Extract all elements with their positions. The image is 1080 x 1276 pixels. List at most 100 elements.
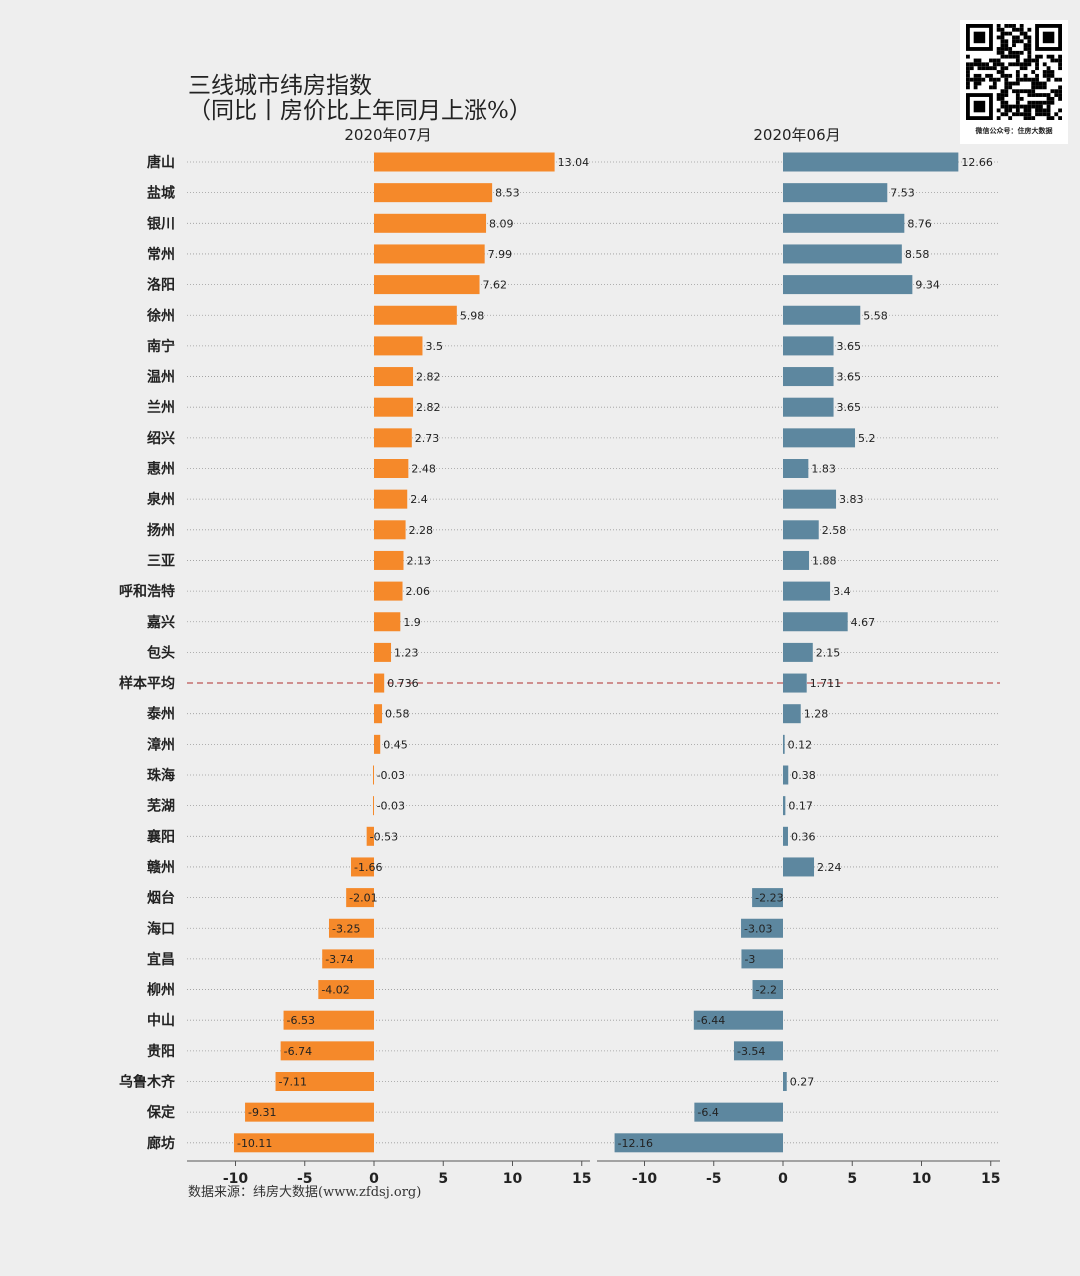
bar-2020-06: [783, 734, 785, 754]
bar-2020-06: [783, 367, 834, 387]
data-label-2020-06: -3: [744, 953, 755, 966]
data-label-2020-07: -3.74: [325, 953, 353, 966]
data-label-2020-06: 3.65: [837, 401, 862, 414]
data-label-2020-06: 7.53: [890, 187, 915, 200]
x-tick-label-2020-06: 15: [981, 1171, 1000, 1187]
category-label: 常州: [147, 246, 175, 263]
qr-code: 微信公众号：住房大数据: [960, 20, 1068, 144]
category-label: 银川: [147, 215, 175, 232]
bar-2020-06: [783, 305, 861, 325]
data-label-2020-07: -6.53: [287, 1014, 315, 1027]
data-label-2020-06: 3.83: [839, 493, 864, 506]
x-tick-label-2020-06: -10: [632, 1171, 658, 1187]
chart-title-line1: 三线城市纬房指数: [188, 73, 372, 99]
category-label: 廊坊: [147, 1135, 175, 1152]
data-label-2020-06: 3.65: [837, 371, 862, 384]
bar-2020-07: [374, 305, 457, 325]
category-label: 芜湖: [147, 798, 175, 815]
data-label-2020-06: 2.58: [822, 524, 847, 537]
category-label: 嘉兴: [146, 614, 175, 631]
bar-2020-07: [366, 826, 374, 846]
category-label: 贵阳: [147, 1043, 175, 1060]
data-label-2020-06: 8.76: [907, 217, 932, 230]
x-tick-label-2020-06: 10: [912, 1171, 932, 1187]
data-label-2020-06: 3.4: [833, 585, 851, 598]
data-label-2020-07: 8.53: [495, 187, 520, 200]
bar-2020-07: [328, 918, 374, 938]
data-label-2020-06: 5.58: [863, 309, 888, 322]
bar-2020-06: [783, 1072, 787, 1091]
data-label-2020-07: -4.02: [321, 984, 349, 997]
bar-2020-07: [374, 459, 409, 478]
bar-2020-07: [374, 213, 487, 233]
data-label-2020-07: -2.01: [349, 892, 377, 905]
bar-2020-06: [783, 765, 789, 785]
bar-2020-06: [783, 152, 959, 172]
data-label-2020-07: 8.09: [489, 217, 514, 230]
data-label-2020-06: -6.4: [697, 1106, 718, 1119]
data-label-2020-07: -0.53: [370, 830, 398, 843]
data-label-2020-06: -3.54: [737, 1045, 765, 1058]
qr-code-icon: [966, 24, 1062, 120]
data-label-2020-06: 0.27: [790, 1076, 815, 1089]
bar-2020-06: [783, 673, 807, 693]
data-label-2020-07: -9.31: [248, 1106, 276, 1119]
category-label: 盐城: [147, 185, 175, 202]
qr-caption: 微信公众号：住房大数据: [975, 127, 1053, 135]
category-label: 样本平均: [119, 675, 175, 692]
bar-2020-07: [374, 489, 408, 509]
bar-2020-06: [783, 397, 834, 417]
bar-2020-06: [783, 520, 819, 540]
bar-2020-07: [280, 1041, 374, 1061]
data-label-2020-07: 2.13: [407, 554, 432, 567]
bar-2020-07: [351, 857, 374, 877]
data-label-2020-07: 13.04: [558, 156, 590, 169]
bar-2020-06: [741, 949, 783, 969]
data-label-2020-07: 5.98: [460, 309, 485, 322]
bar-2020-06: [783, 550, 810, 570]
x-tick-label-2020-07: 0: [369, 1171, 379, 1187]
bar-2020-06: [783, 489, 837, 509]
bar-2020-07: [322, 949, 374, 969]
x-tick-label-2020-07: 5: [438, 1171, 448, 1187]
category-label: 包头: [147, 644, 175, 661]
data-label-2020-07: 7.62: [483, 279, 508, 292]
category-label: 徐州: [146, 307, 175, 324]
data-label-2020-06: 1.711: [810, 677, 842, 690]
category-label: 海口: [147, 920, 175, 937]
data-label-2020-06: 0.12: [788, 738, 813, 751]
data-label-2020-06: 1.28: [804, 708, 829, 721]
bar-2020-06: [614, 1133, 783, 1153]
category-label: 烟台: [147, 890, 175, 907]
category-label: 温州: [147, 370, 175, 386]
data-source: 数据来源：纬房大数据(www.zfdsj.org): [188, 1184, 421, 1200]
category-label: 保定: [146, 1104, 175, 1121]
panel-2020-07: 2020年07月 13.04 8.53 8.09 7.99 7.62 5.98 3.5 2.82…: [187, 126, 591, 1187]
data-label-2020-07: -7.11: [279, 1076, 307, 1089]
category-labels: 唐山盐城银川常州洛阳徐州南宁温州兰州绍兴惠州泉州扬州三亚呼和浩特嘉兴包头样本平均…: [119, 154, 176, 1152]
data-label-2020-06: 2.24: [817, 861, 842, 874]
bar-2020-07: [374, 244, 485, 264]
category-label: 唐山: [147, 154, 175, 171]
data-label-2020-07: -6.74: [284, 1045, 312, 1058]
data-label-2020-06: -6.44: [697, 1014, 725, 1027]
data-label-2020-06: 0.38: [791, 769, 816, 782]
category-label: 绍兴: [147, 430, 175, 447]
data-label-2020-07: 1.23: [394, 646, 419, 659]
bar-2020-07: [374, 336, 423, 356]
category-label: 惠州: [147, 461, 175, 478]
data-label-2020-07: -1.66: [354, 861, 382, 874]
bar-2020-07: [374, 642, 392, 662]
data-label-2020-07: 2.28: [409, 524, 434, 537]
bar-2020-06: [783, 642, 813, 662]
bar-2020-06: [783, 459, 809, 478]
category-label: 柳州: [147, 982, 175, 999]
bar-2020-07: [374, 550, 404, 570]
data-label-2020-07: 1.9: [403, 616, 421, 629]
bar-2020-06: [783, 244, 902, 264]
bar-2020-06: [783, 796, 786, 816]
bar-2020-06: [783, 213, 905, 233]
bar-2020-07: [374, 704, 383, 724]
bar-2020-06: [783, 183, 888, 203]
category-label: 珠海: [147, 767, 175, 784]
